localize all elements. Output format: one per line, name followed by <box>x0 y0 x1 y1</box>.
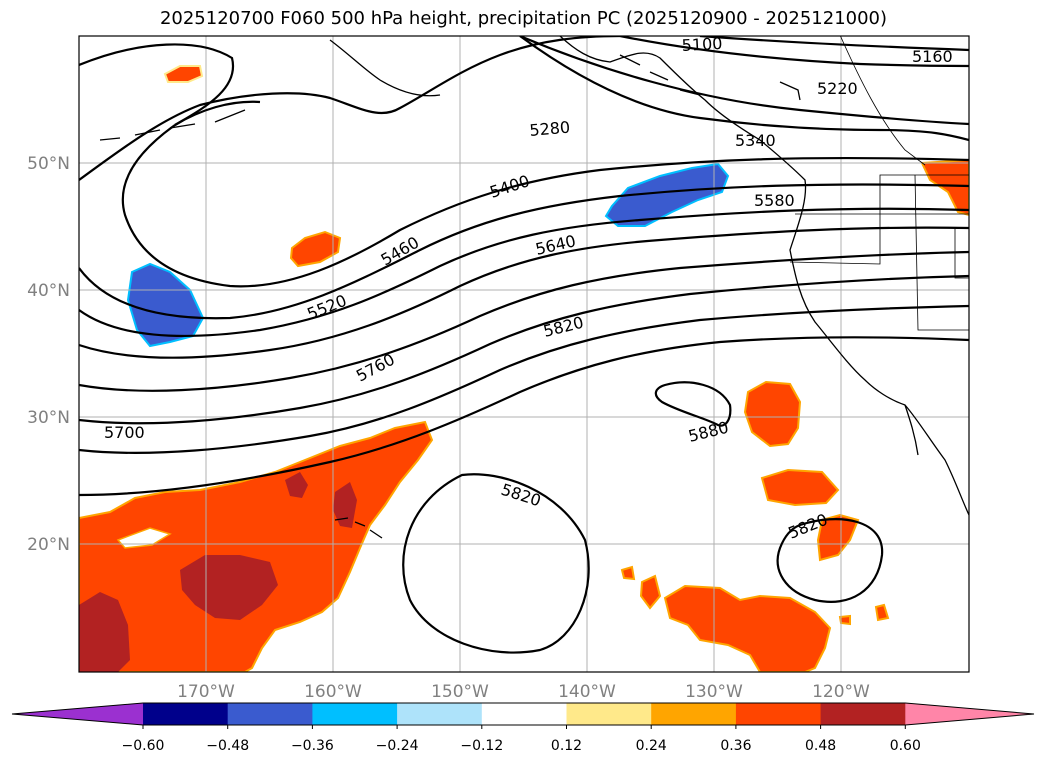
map-title: 2025120700 F060 500 hPa height, precipit… <box>159 8 888 29</box>
precip-area-darkred <box>333 482 357 528</box>
colorbar-segment <box>227 703 313 725</box>
precip-area-northeast <box>920 158 969 217</box>
lon-label: 130°W <box>685 682 743 702</box>
precip-area-southwest <box>79 420 434 672</box>
precip-area-east2 <box>760 468 840 507</box>
colorbar: −0.60 −0.48 −0.36 −0.24 −0.12 0.12 0.24 0.36 0.4… <box>11 702 1035 754</box>
colorbar-segment <box>481 703 567 725</box>
colorbar-segment <box>735 703 822 725</box>
contour-label: 5820 <box>499 480 544 511</box>
contour-label: 5100 <box>681 34 723 55</box>
precip-area-blue-east <box>604 162 730 227</box>
contour-label: 5160 <box>912 47 953 66</box>
colorbar-segment <box>651 703 737 725</box>
precip-area-east7 <box>874 603 890 622</box>
colorbar-tick-label: −0.36 <box>291 738 334 754</box>
lat-label: 20°N <box>27 535 70 555</box>
colorbar-tick-label: 0.48 <box>805 738 836 754</box>
precip-area-east3 <box>816 513 860 562</box>
longitude-labels: 170°W 160°W 150°W 140°W 130°W 120°W <box>177 682 870 702</box>
precip-fills <box>79 65 969 672</box>
precip-area-darkred <box>79 592 130 672</box>
colorbar-tick-label: 0.60 <box>890 738 921 754</box>
lon-label: 170°W <box>177 682 235 702</box>
colorbar-segment <box>566 703 652 725</box>
contour-label: 5700 <box>104 423 145 442</box>
colorbar-tick-label: −0.24 <box>376 738 419 754</box>
contour-label: 5520 <box>304 291 349 324</box>
contour-closed-5880 <box>654 381 732 427</box>
precip-area-east6 <box>620 565 636 581</box>
precip-area-darkred <box>180 555 278 620</box>
colorbar-tick-label: 0.24 <box>636 738 667 754</box>
colorbar-tick-label: −0.60 <box>122 738 165 754</box>
map-frame <box>78 35 970 673</box>
contour-closed-5820-center <box>402 473 590 654</box>
colorbar-segment <box>312 703 398 725</box>
lon-label: 150°W <box>431 682 489 702</box>
colorbar-segment <box>820 703 906 725</box>
colorbar-tick-label: −0.12 <box>460 738 503 754</box>
contour-label: 5220 <box>817 79 858 98</box>
contour-label: 5580 <box>754 191 795 210</box>
colorbar-segment <box>397 703 483 725</box>
contour-label: 5820 <box>541 313 585 341</box>
colorbar-extend-low <box>12 703 143 725</box>
precip-area-east1 <box>743 380 802 448</box>
graticule <box>79 36 969 672</box>
colorbar-segment <box>143 703 229 725</box>
contour-label: 5340 <box>735 131 776 150</box>
lat-label: 30°N <box>27 408 70 428</box>
contour-label: 5400 <box>487 171 532 202</box>
contour-labels: 5100 5160 5220 5280 5340 5400 5460 5520 … <box>104 34 953 543</box>
lon-label: 160°W <box>304 682 362 702</box>
lon-label: 140°W <box>558 682 616 702</box>
colorbar-extend-high <box>905 703 1034 725</box>
contour-label: 5880 <box>686 418 730 446</box>
lat-label: 50°N <box>27 154 70 174</box>
precip-area-small <box>163 65 204 83</box>
colorbar-tick-label: −0.48 <box>206 738 249 754</box>
contour-closed-5820-east <box>776 518 884 603</box>
height-contours <box>79 36 969 654</box>
precip-area-darkred <box>285 472 308 498</box>
precip-area-east5 <box>639 574 662 610</box>
colorbar-tick-label: 0.12 <box>551 738 582 754</box>
contour-label: 5640 <box>534 231 578 259</box>
contour-label: 5760 <box>353 350 398 386</box>
latitude-labels: 50°N 40°N 30°N 20°N <box>27 154 70 555</box>
colorbar-tick-label: 0.36 <box>720 738 751 754</box>
contour-label: 5280 <box>529 118 571 140</box>
precip-area-mid <box>289 230 342 268</box>
lon-label: 120°W <box>812 682 870 702</box>
precip-area-east4 <box>663 584 832 672</box>
lat-label: 40°N <box>27 281 70 301</box>
